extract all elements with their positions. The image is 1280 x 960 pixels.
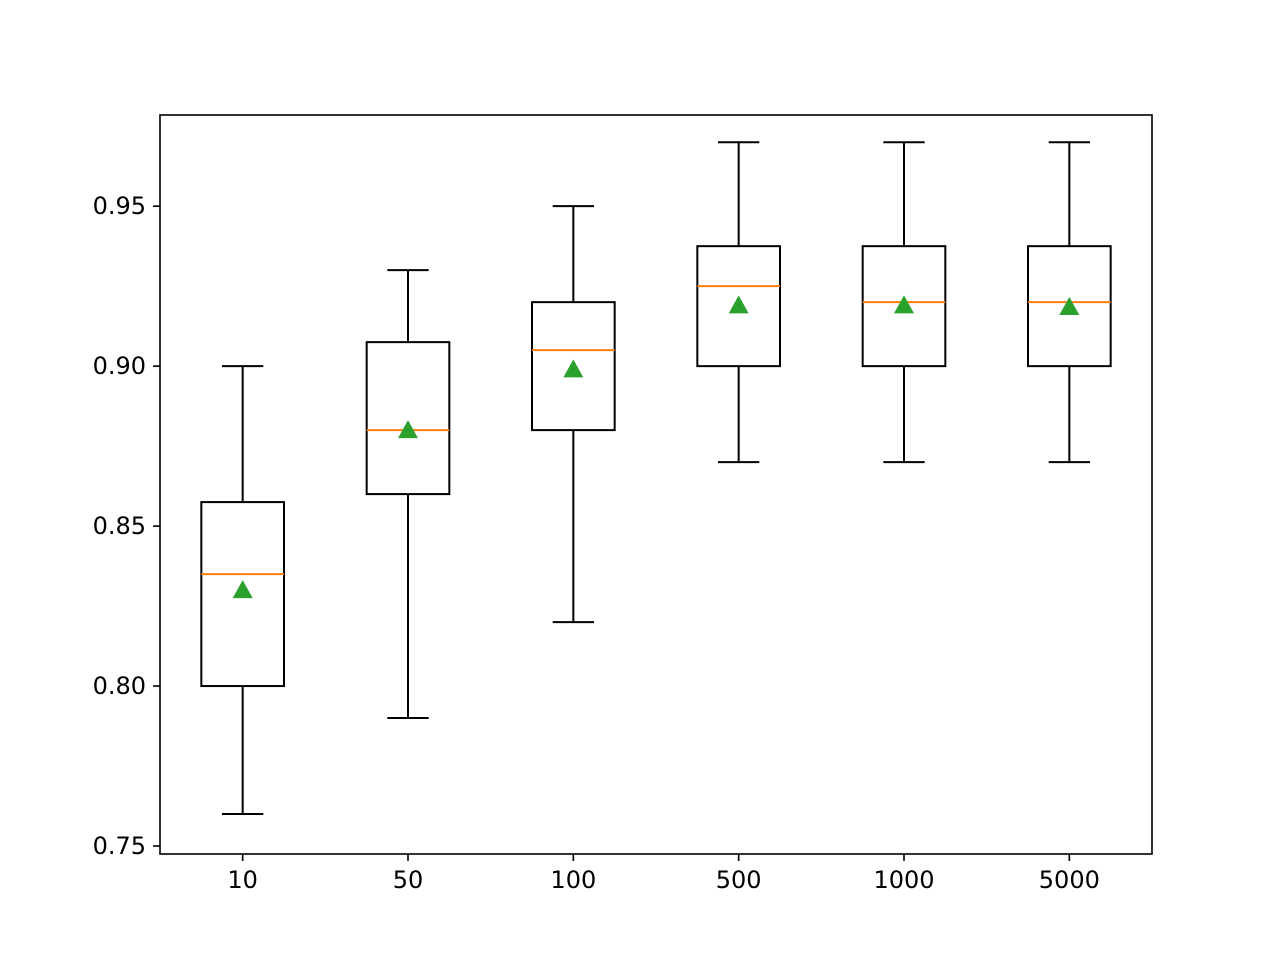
- iqr-box: [531, 301, 616, 432]
- mean-marker: [398, 420, 418, 439]
- x-tick-label: 50: [393, 866, 424, 894]
- mean-marker: [894, 295, 914, 314]
- box-group-500: [696, 141, 781, 464]
- x-tick-label: 500: [716, 866, 762, 894]
- mean-marker: [563, 359, 584, 378]
- box-group-100: [531, 205, 616, 624]
- plot-frame: [159, 114, 1153, 855]
- y-axis: 0.75 0.80 0.85 0.90 0.95: [93, 192, 160, 860]
- box-group-5000: [1027, 141, 1112, 464]
- iqr-box: [1027, 245, 1112, 368]
- x-tick-label: 5000: [1039, 866, 1100, 894]
- y-tick-label: 0.95: [93, 192, 146, 220]
- y-tick-label: 0.75: [93, 832, 146, 860]
- iqr-box: [861, 245, 947, 368]
- boxes-layer: [200, 141, 1112, 816]
- mean-marker: [232, 580, 253, 599]
- box-group-1000: [861, 141, 947, 464]
- iqr-box: [696, 245, 781, 368]
- x-tick-label: 10: [227, 866, 258, 894]
- y-tick-label: 0.90: [93, 352, 146, 380]
- x-tick-label: 1000: [873, 866, 934, 894]
- y-tick-label: 0.80: [93, 672, 146, 700]
- y-tick-label: 0.85: [93, 512, 146, 540]
- mean-marker: [728, 295, 749, 314]
- box-group-10: [200, 365, 285, 816]
- x-axis: 10 50 100 500 1000 5000: [227, 854, 1100, 894]
- box-group-50: [365, 269, 451, 720]
- mean-marker: [1059, 296, 1080, 315]
- iqr-box: [365, 341, 451, 496]
- x-tick-label: 100: [550, 866, 596, 894]
- iqr-box: [200, 501, 285, 688]
